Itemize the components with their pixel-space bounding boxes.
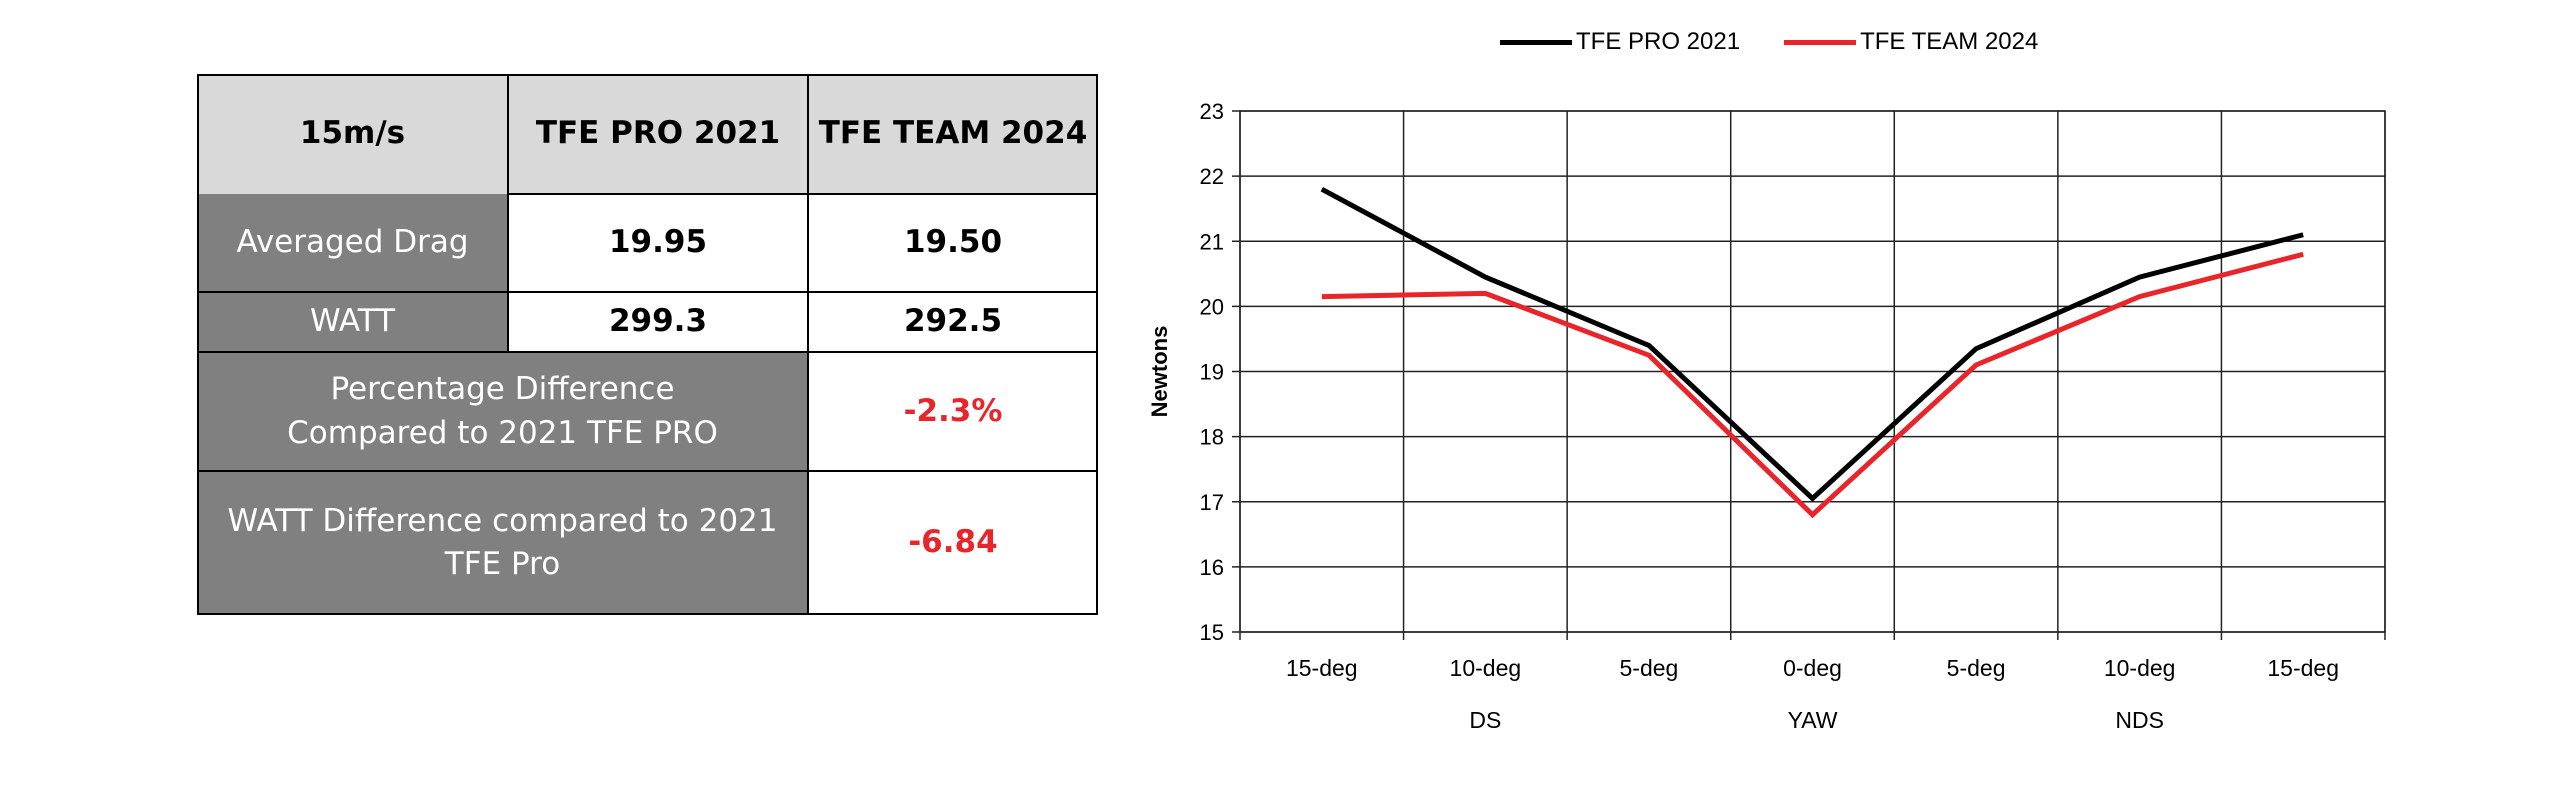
row-label-watt-difference: WATT Difference compared to 2021 TFE Pro [197,471,808,615]
table-border [807,74,809,615]
y-tick-label: 21 [1200,229,1224,254]
legend-item-pro: TFE PRO 2021 [1500,28,1740,56]
legend-swatch-team [1784,39,1857,45]
averaged-drag-pro: 19.95 [508,194,808,292]
x-tick-label: 10-deg [2104,655,2176,681]
y-tick-label: 15 [1200,620,1224,645]
drag-chart: TFE PRO 2021 TFE TEAM 2024 15 16 17 18 19 20 2… [1140,0,2560,789]
header-tfe-team-2024: TFE TEAM 2024 [808,74,1098,194]
legend-item-team: TFE TEAM 2024 [1784,28,2038,56]
x-tick-label: 10-deg [1450,655,1522,681]
x-group-label: YAW [1788,707,1838,733]
header-speed: 15m/s [197,74,508,194]
row-label-averaged-drag: Averaged Drag [197,194,508,292]
table-border-bottom [197,613,1098,615]
x-tick-label: 5-deg [1947,655,2006,681]
x-group-label: NDS [2115,707,2164,733]
y-tick-label: 20 [1200,294,1224,319]
series-line-tfe-pro-2021 [1320,186,2304,502]
chart-plot: 15 16 17 18 19 20 21 22 23 15-deg 10-deg 5-deg 0-deg… [1147,99,2386,733]
x-tick-label: 5-deg [1620,655,1679,681]
x-tick-label: 15-deg [1286,655,1358,681]
watt-pro: 299.3 [508,292,808,352]
y-tick-label: 16 [1200,555,1224,580]
averaged-drag-team: 19.50 [808,194,1098,292]
table-border-top [197,74,1098,76]
table-border [508,193,1098,195]
plot-border [1239,110,2386,633]
comparison-table: 15m/s TFE PRO 2021 TFE TEAM 2024 Average… [197,74,1098,615]
y-tick-label: 22 [1200,164,1224,189]
y-tick-label: 17 [1200,490,1224,515]
legend-label-team: TFE TEAM 2024 [1860,28,2039,55]
watt-difference-value: -6.84 [808,471,1098,615]
header-tfe-pro-2021: TFE PRO 2021 [508,74,808,194]
chart-legend: TFE PRO 2021 TFE TEAM 2024 [1500,28,2082,56]
y-axis-label: Newtons [1147,326,1172,418]
x-tick-label: 0-deg [1783,655,1842,681]
x-tick-label: 15-deg [2267,655,2339,681]
y-tick-label: 18 [1200,425,1224,450]
table-border [197,470,1098,472]
table-border [197,291,1098,293]
row-label-watt: WATT [197,292,508,352]
percentage-difference-value: -2.3% [808,352,1098,471]
y-tick-label: 19 [1200,360,1224,385]
table-border-right [1096,74,1098,615]
x-group-label: DS [1469,707,1501,733]
watt-team: 292.5 [808,292,1098,352]
table-border [197,351,1098,353]
row-label-percentage-difference: Percentage Difference Compared to 2021 T… [197,352,808,471]
series-line-tfe-team-2024 [1321,251,2304,519]
legend-label-pro: TFE PRO 2021 [1576,28,1741,55]
y-tick-label: 23 [1200,99,1224,124]
table-border-left [197,74,199,615]
legend-swatch-pro [1500,39,1572,45]
table-border [507,74,509,352]
